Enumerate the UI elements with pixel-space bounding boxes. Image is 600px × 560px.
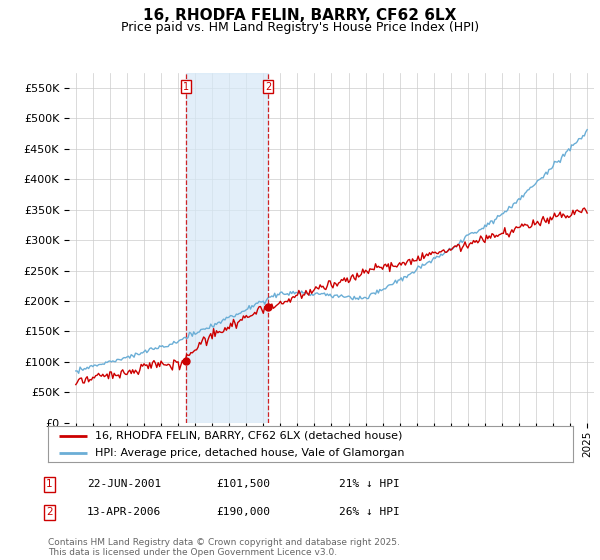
Text: 26% ↓ HPI: 26% ↓ HPI bbox=[339, 507, 400, 517]
Text: 2: 2 bbox=[265, 82, 271, 91]
Text: HPI: Average price, detached house, Vale of Glamorgan: HPI: Average price, detached house, Vale… bbox=[95, 448, 405, 458]
Text: 1: 1 bbox=[46, 479, 53, 489]
Text: £101,500: £101,500 bbox=[216, 479, 270, 489]
Text: £190,000: £190,000 bbox=[216, 507, 270, 517]
Text: 16, RHODFA FELIN, BARRY, CF62 6LX (detached house): 16, RHODFA FELIN, BARRY, CF62 6LX (detac… bbox=[95, 431, 403, 441]
Text: 2: 2 bbox=[46, 507, 53, 517]
Text: 16, RHODFA FELIN, BARRY, CF62 6LX: 16, RHODFA FELIN, BARRY, CF62 6LX bbox=[143, 8, 457, 24]
Text: 22-JUN-2001: 22-JUN-2001 bbox=[87, 479, 161, 489]
Text: Price paid vs. HM Land Registry's House Price Index (HPI): Price paid vs. HM Land Registry's House … bbox=[121, 21, 479, 34]
Text: 21% ↓ HPI: 21% ↓ HPI bbox=[339, 479, 400, 489]
Text: Contains HM Land Registry data © Crown copyright and database right 2025.
This d: Contains HM Land Registry data © Crown c… bbox=[48, 538, 400, 557]
Text: 1: 1 bbox=[183, 82, 189, 91]
Text: 13-APR-2006: 13-APR-2006 bbox=[87, 507, 161, 517]
Bar bbox=[186, 73, 268, 423]
